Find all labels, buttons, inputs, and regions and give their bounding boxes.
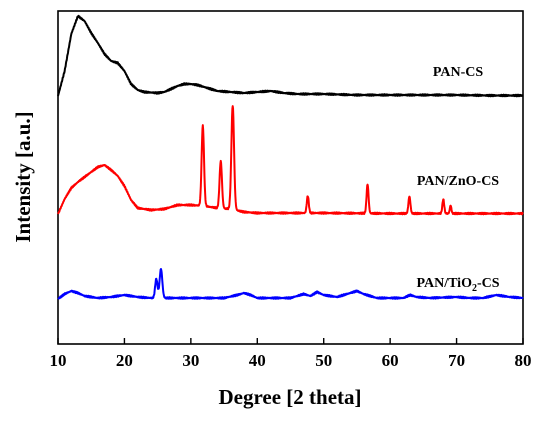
y-axis-title: Intensity [a.u.]: [11, 111, 35, 242]
series-labels: PAN-CS PAN/ZnO-CS PAN/TiO2-CS: [416, 65, 499, 294]
series-line-1: [57, 14, 524, 98]
x-tick-label: 30: [182, 351, 199, 370]
x-tick-label: 80: [515, 351, 532, 370]
x-tick-label: 20: [116, 351, 133, 370]
series-label-2: PAN/ZnO-CS: [417, 174, 499, 189]
plot-frame: [57, 10, 524, 345]
x-tick-label: 10: [50, 351, 67, 370]
series-layer: [57, 14, 524, 300]
x-tick-label: 40: [249, 351, 266, 370]
x-tick-label: 50: [315, 351, 332, 370]
series-label-3: PAN/TiO2-CS: [416, 276, 499, 294]
series-line-2: [57, 105, 524, 216]
x-axis-title: Degree [2 theta]: [218, 385, 361, 409]
x-tick-label: 60: [382, 351, 399, 370]
x-axis-ticks: 10 20 30 40 50 60 70 80: [50, 338, 532, 370]
series-label-1: PAN-CS: [433, 65, 484, 80]
x-tick-label: 70: [448, 351, 465, 370]
series-line-3: [57, 268, 524, 300]
